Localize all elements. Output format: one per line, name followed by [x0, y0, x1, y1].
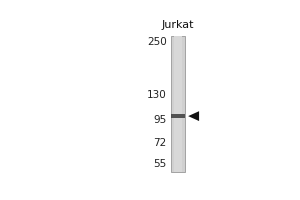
- Text: 130: 130: [147, 90, 166, 100]
- Text: 95: 95: [153, 115, 167, 125]
- Polygon shape: [188, 111, 199, 121]
- Bar: [171, 114, 185, 118]
- Text: 55: 55: [153, 159, 167, 169]
- Text: Jurkat: Jurkat: [162, 20, 194, 30]
- Bar: [171, 36, 185, 172]
- Bar: [174, 36, 182, 172]
- Text: 72: 72: [153, 138, 167, 148]
- Text: 250: 250: [147, 37, 166, 47]
